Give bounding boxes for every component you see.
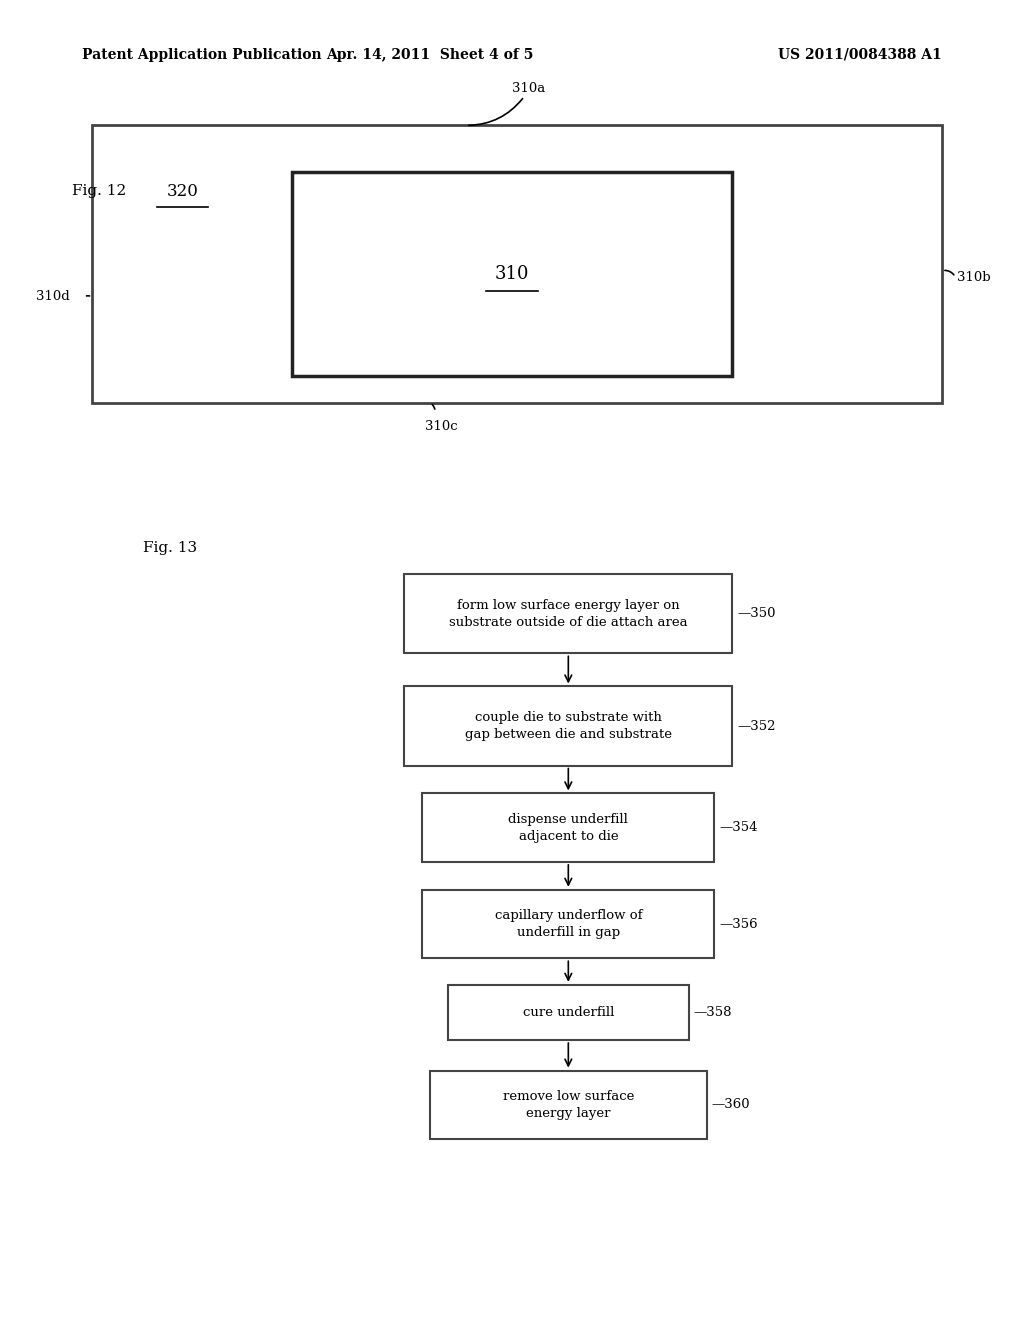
Text: Fig. 13: Fig. 13 xyxy=(143,541,198,554)
FancyBboxPatch shape xyxy=(423,793,715,862)
Text: 310d: 310d xyxy=(36,290,70,304)
Text: 320: 320 xyxy=(166,183,199,199)
Text: 310a: 310a xyxy=(512,82,545,95)
Text: US 2011/0084388 A1: US 2011/0084388 A1 xyxy=(778,48,942,62)
Text: 310: 310 xyxy=(495,265,529,282)
Text: couple die to substrate with
gap between die and substrate: couple die to substrate with gap between… xyxy=(465,711,672,741)
Text: cure underfill: cure underfill xyxy=(522,1006,614,1019)
Text: 310b: 310b xyxy=(957,271,991,284)
FancyBboxPatch shape xyxy=(404,574,732,653)
Text: form low surface energy layer on
substrate outside of die attach area: form low surface energy layer on substra… xyxy=(449,599,688,628)
FancyBboxPatch shape xyxy=(404,686,732,766)
FancyBboxPatch shape xyxy=(92,125,942,403)
Text: —350: —350 xyxy=(737,607,776,620)
Text: Patent Application Publication: Patent Application Publication xyxy=(82,48,322,62)
Text: Fig. 12: Fig. 12 xyxy=(72,185,126,198)
Text: —358: —358 xyxy=(694,1006,732,1019)
FancyBboxPatch shape xyxy=(449,985,689,1040)
Text: dispense underfill
adjacent to die: dispense underfill adjacent to die xyxy=(508,813,629,842)
Text: —352: —352 xyxy=(737,719,776,733)
Text: —356: —356 xyxy=(719,917,758,931)
FancyBboxPatch shape xyxy=(430,1071,707,1139)
Text: capillary underflow of
underfill in gap: capillary underflow of underfill in gap xyxy=(495,909,642,939)
FancyBboxPatch shape xyxy=(292,172,732,376)
Text: —360: —360 xyxy=(712,1098,751,1111)
Text: Apr. 14, 2011  Sheet 4 of 5: Apr. 14, 2011 Sheet 4 of 5 xyxy=(327,48,534,62)
Text: —354: —354 xyxy=(719,821,758,834)
FancyBboxPatch shape xyxy=(423,890,715,958)
Text: 310c: 310c xyxy=(425,420,458,433)
Text: remove low surface
energy layer: remove low surface energy layer xyxy=(503,1090,634,1119)
